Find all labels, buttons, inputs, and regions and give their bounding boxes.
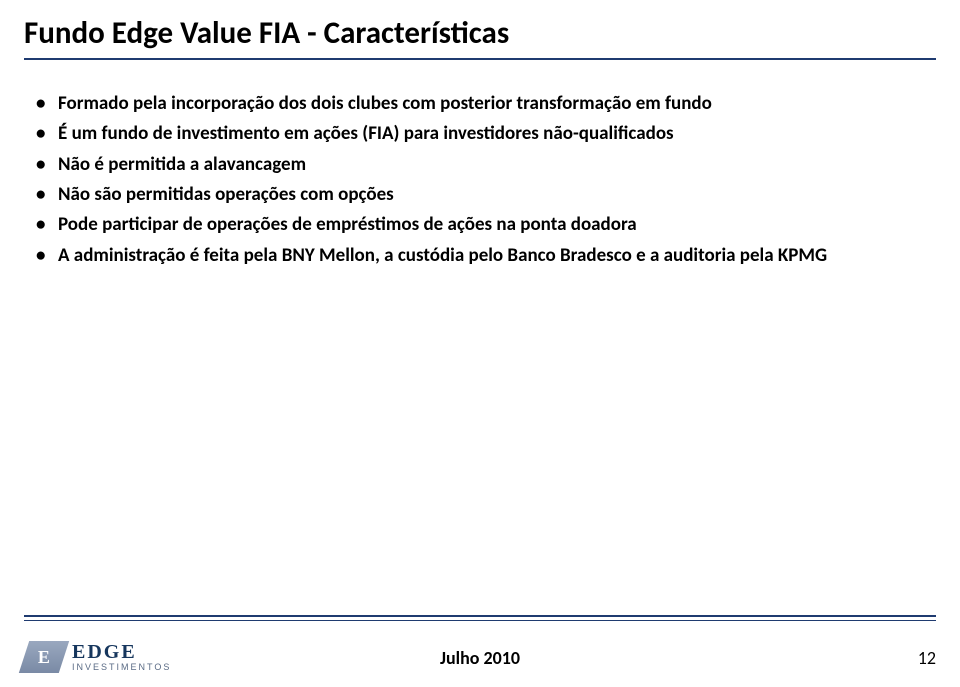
list-item: Não é permitida a alavancagem bbox=[30, 153, 910, 177]
page-title: Fundo Edge Value FIA - Características bbox=[24, 14, 509, 52]
list-item: A administração é feita pela BNY Mellon,… bbox=[30, 244, 910, 268]
footer-divider-thin bbox=[24, 620, 936, 621]
slide: Fundo Edge Value FIA - Características F… bbox=[0, 0, 960, 687]
list-item: Pode participar de operações de emprésti… bbox=[30, 213, 910, 237]
list-item: É um fundo de investimento em ações (FIA… bbox=[30, 122, 910, 146]
title-underline bbox=[24, 58, 936, 60]
list-item: Não são permitidas operações com opções bbox=[30, 183, 910, 207]
page-number: 12 bbox=[918, 647, 936, 669]
footer-date: Julho 2010 bbox=[0, 647, 960, 669]
list-item: Formado pela incorporação dos dois clube… bbox=[30, 92, 910, 116]
bullet-list: Formado pela incorporação dos dois clube… bbox=[30, 92, 910, 268]
content-area: Formado pela incorporação dos dois clube… bbox=[30, 92, 910, 274]
footer-divider bbox=[24, 615, 936, 617]
